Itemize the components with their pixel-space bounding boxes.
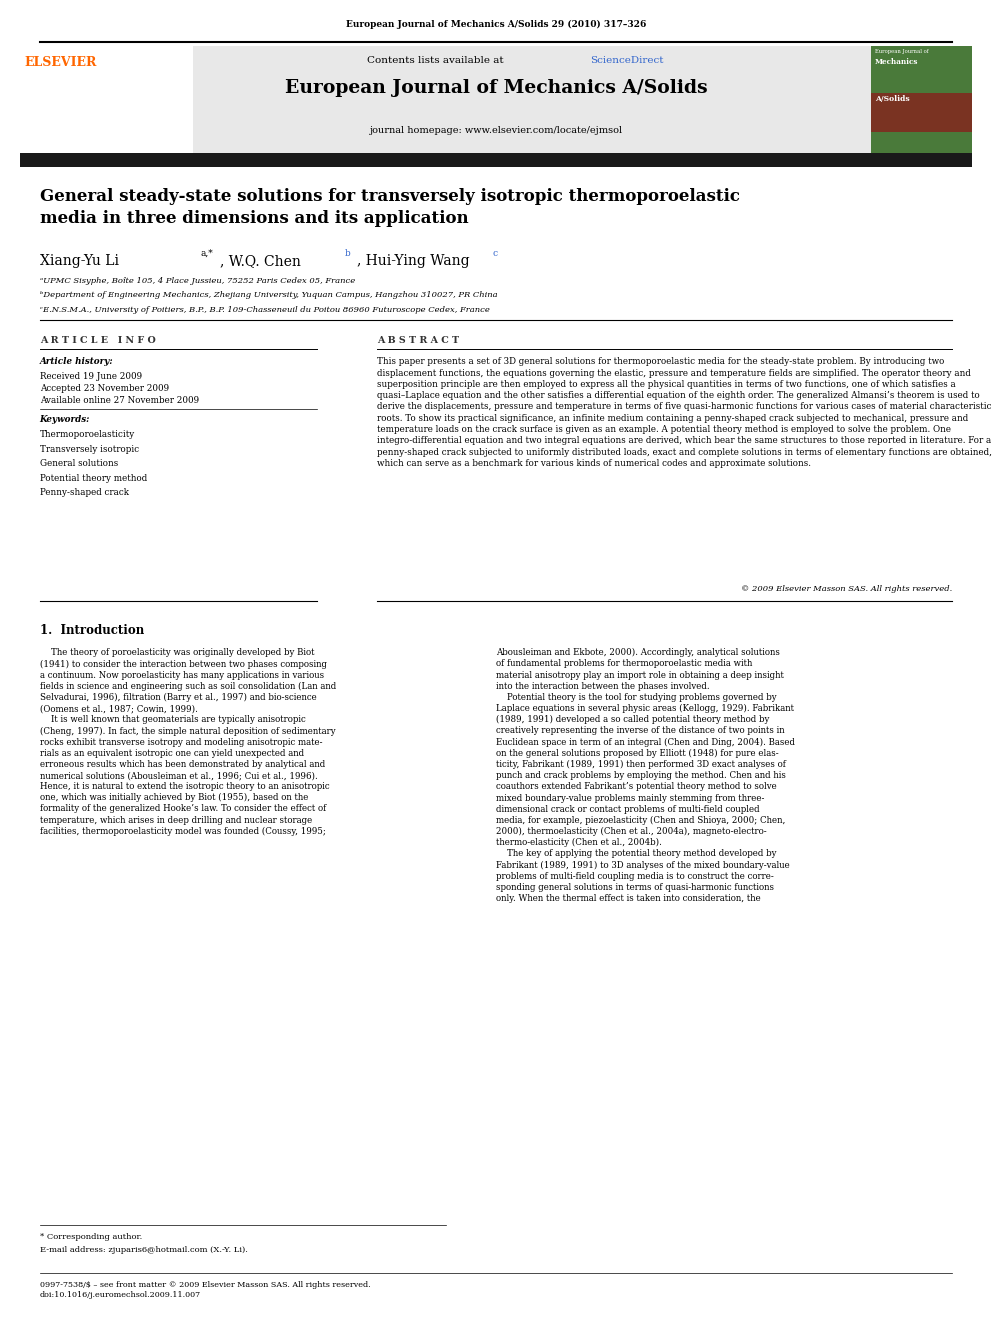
FancyBboxPatch shape	[20, 46, 972, 156]
Text: Mechanics: Mechanics	[875, 58, 919, 66]
Text: ELSEVIER: ELSEVIER	[25, 56, 97, 69]
FancyBboxPatch shape	[20, 153, 972, 167]
Text: A R T I C L E   I N F O: A R T I C L E I N F O	[40, 336, 156, 345]
Text: European Journal of Mechanics A/Solids 29 (2010) 317–326: European Journal of Mechanics A/Solids 2…	[346, 20, 646, 29]
Text: * Corresponding author.: * Corresponding author.	[40, 1233, 142, 1241]
Text: 1.  Introduction: 1. Introduction	[40, 624, 144, 638]
Text: ᶜE.N.S.M.A., University of Poitiers, B.P., B.P. 109-Chasseneuil du Poitou 86960 : ᶜE.N.S.M.A., University of Poitiers, B.P…	[40, 306, 490, 314]
Text: Penny-shaped crack: Penny-shaped crack	[40, 488, 129, 497]
FancyBboxPatch shape	[871, 93, 972, 132]
Text: , W.Q. Chen: , W.Q. Chen	[220, 254, 302, 269]
Text: This paper presents a set of 3D general solutions for thermoporoelastic media fo: This paper presents a set of 3D general …	[377, 357, 992, 468]
Text: c: c	[492, 249, 497, 258]
Text: ᵇDepartment of Engineering Mechanics, Zhejiang University, Yuquan Campus, Hangzh: ᵇDepartment of Engineering Mechanics, Zh…	[40, 291, 497, 299]
Text: Transversely isotropic: Transversely isotropic	[40, 445, 139, 454]
Text: Accepted 23 November 2009: Accepted 23 November 2009	[40, 384, 169, 393]
Text: © 2009 Elsevier Masson SAS. All rights reserved.: © 2009 Elsevier Masson SAS. All rights r…	[741, 585, 952, 593]
Text: European Journal of: European Journal of	[875, 49, 929, 54]
Text: Received 19 June 2009: Received 19 June 2009	[40, 372, 142, 381]
Text: The theory of poroelasticity was originally developed by Biot
(1941) to consider: The theory of poroelasticity was origina…	[40, 648, 336, 836]
Text: General solutions: General solutions	[40, 459, 118, 468]
Text: Potential theory method: Potential theory method	[40, 474, 147, 483]
Text: a,*: a,*	[200, 249, 213, 258]
Text: E-mail address: zjuparis6@hotmail.com (X.-Y. Li).: E-mail address: zjuparis6@hotmail.com (X…	[40, 1246, 248, 1254]
Text: General steady-state solutions for transversely isotropic thermoporoelastic
medi: General steady-state solutions for trans…	[40, 188, 740, 228]
FancyBboxPatch shape	[20, 46, 193, 156]
Text: ScienceDirect: ScienceDirect	[590, 56, 664, 65]
Text: ᵃUPMC Sisyphe, Boîte 105, 4 Place Jussieu, 75252 Paris Cedex 05, France: ᵃUPMC Sisyphe, Boîte 105, 4 Place Jussie…	[40, 277, 355, 284]
Text: European Journal of Mechanics A/Solids: European Journal of Mechanics A/Solids	[285, 79, 707, 98]
Text: Article history:: Article history:	[40, 357, 113, 366]
FancyBboxPatch shape	[871, 46, 972, 156]
Text: Keywords:: Keywords:	[40, 415, 90, 425]
Text: b: b	[345, 249, 351, 258]
Text: 0997-7538/$ – see front matter © 2009 Elsevier Masson SAS. All rights reserved.
: 0997-7538/$ – see front matter © 2009 El…	[40, 1281, 370, 1299]
Text: Contents lists available at: Contents lists available at	[367, 56, 507, 65]
Text: Abousleiman and Ekbote, 2000). Accordingly, analytical solutions
of fundamental : Abousleiman and Ekbote, 2000). According…	[496, 648, 795, 904]
Text: Xiang-Yu Li: Xiang-Yu Li	[40, 254, 119, 269]
Text: A B S T R A C T: A B S T R A C T	[377, 336, 459, 345]
Text: Thermoporoelasticity: Thermoporoelasticity	[40, 430, 135, 439]
Text: , Hui-Ying Wang: , Hui-Ying Wang	[357, 254, 470, 269]
Text: journal homepage: www.elsevier.com/locate/ejmsol: journal homepage: www.elsevier.com/locat…	[369, 126, 623, 135]
Text: A/Solids: A/Solids	[875, 95, 910, 103]
Text: Available online 27 November 2009: Available online 27 November 2009	[40, 396, 198, 405]
